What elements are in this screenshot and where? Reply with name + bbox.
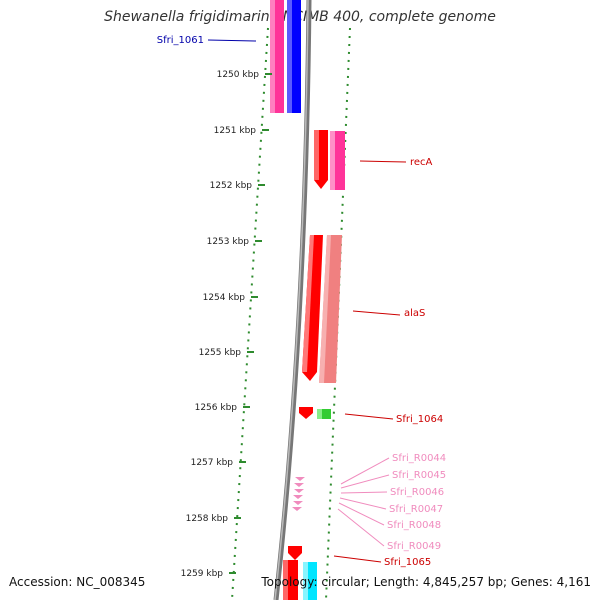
topology-label: Topology: circular; Length: 4,845,257 bp… [261,575,591,589]
feature-cyan-bottom[interactable] [303,562,317,600]
tick-label: 1254 kbp [203,293,246,303]
gene-label-Sfri_R0045[interactable]: Sfri_R0045 [392,470,446,481]
tick-label: 1258 kbp [186,514,229,524]
gene-label-recA[interactable]: recA [410,157,433,168]
feature-pink-recA[interactable] [330,131,345,190]
gene-label-Sfri_R0049[interactable]: Sfri_R0049 [387,541,441,552]
gene-label-Sfri_1065[interactable]: Sfri_1065 [384,557,431,568]
leader-line [333,555,382,563]
gene-label-Sfri_R0048[interactable]: Sfri_R0048 [387,520,441,531]
gene-Sfri_1065-arrow[interactable] [288,546,302,560]
leader-line [338,502,385,526]
tick-label: 1256 kbp [195,403,238,413]
tick-label: 1259 kbp [181,569,224,579]
feature-salmon-alaS[interactable] [319,235,342,383]
tick-label: 1257 kbp [191,458,234,468]
leader-line [337,508,385,547]
gene-label-Sfri_R0047[interactable]: Sfri_R0047 [389,504,443,515]
gene-recA-arrow[interactable] [314,130,328,189]
tick-label: 1250 kbp [217,70,260,80]
feature-blue-top[interactable] [287,0,301,113]
gene-alaS-arrow[interactable] [302,235,323,381]
gene-label-Sfri_R0046[interactable]: Sfri_R0046 [390,487,444,498]
outer-dotted-track [231,27,269,600]
leader-line [207,39,257,42]
leader-line [340,491,388,494]
leader-line [359,160,407,163]
tick-label: 1253 kbp [207,237,250,247]
accession-label: Accession: NC_008345 [9,575,146,589]
tick-label: 1251 kbp [214,126,257,136]
gene-labels: Sfri_1061 recA alaS Sfri_1064 Sfri_R0044 Sfri… [157,35,446,568]
leader-line [340,474,390,489]
feature-green-1064[interactable] [317,409,331,419]
gene-label-Sfri_1064[interactable]: Sfri_1064 [396,414,443,425]
leader-line [344,413,394,420]
feature-pink-top[interactable] [270,0,284,113]
tick-label: 1252 kbp [210,181,253,191]
tick-label: 1255 kbp [199,348,242,358]
gene-Sfri_1064-arrow[interactable] [299,407,313,419]
scale-ticks: 1250 kbp 1251 kbp 1252 kbp 1253 kbp 1254 kbp… [181,70,272,579]
genome-backbone [273,0,312,600]
gene-label-Sfri_1061[interactable]: Sfri_1061 [157,35,204,46]
leader-line [339,497,387,510]
gene-label-Sfri_R0044[interactable]: Sfri_R0044 [392,453,446,464]
rrna-cluster[interactable] [292,477,305,511]
leader-line [352,310,401,316]
leader-line [340,457,390,485]
feature-red-bottom[interactable] [283,560,298,600]
gene-label-alaS[interactable]: alaS [404,308,425,319]
